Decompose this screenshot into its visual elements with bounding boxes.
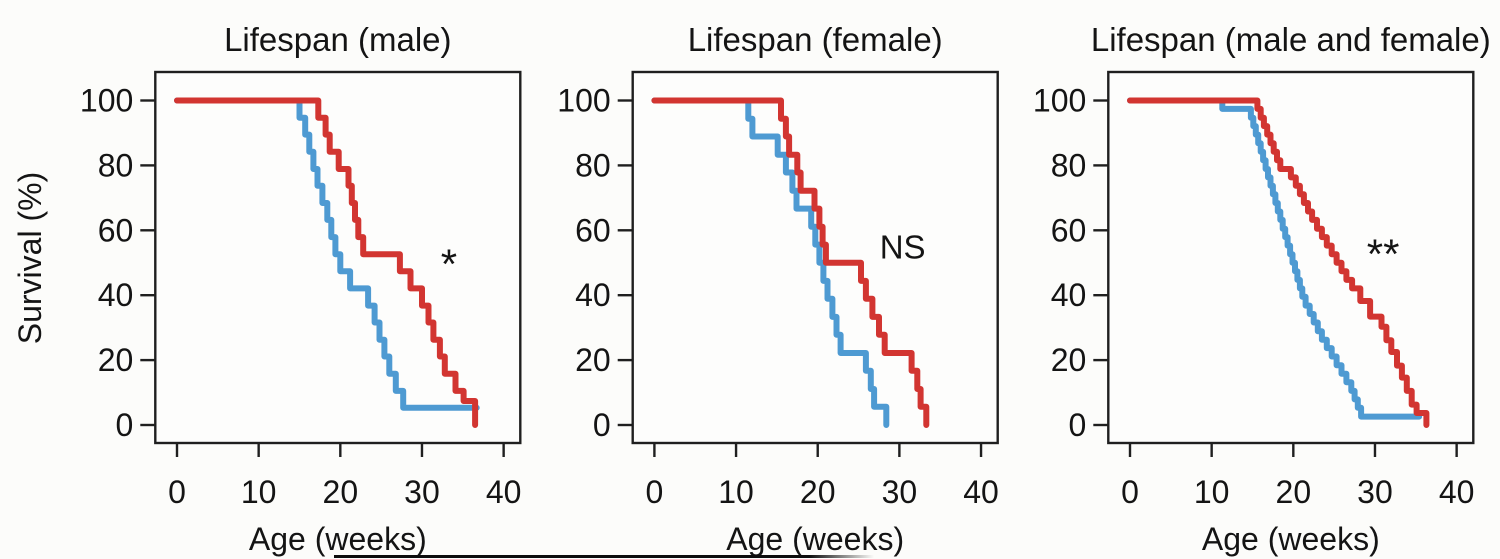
y-tick-label: 60 [98,212,134,248]
blue-survival-curve [651,97,890,428]
y-tick-label: 20 [98,342,134,378]
x-tick-label: 10 [241,474,277,510]
x-tick-label: 20 [323,474,359,510]
x-tick-label: 30 [882,474,918,510]
significance-annotation: NS [880,229,926,266]
x-tick-label: 20 [1276,474,1312,510]
x-tick-label: 20 [800,474,836,510]
y-tick-label: 100 [1033,83,1086,119]
y-tick-label: 80 [575,147,611,183]
x-tick-label: 40 [486,474,522,510]
blue-survival-curve [174,97,480,411]
plot-frame [631,70,999,445]
blue-survival-curve [1127,97,1423,420]
significance-annotation: ** [1367,231,1400,278]
red-survival-curve [174,97,479,428]
x-tick-label: 10 [1194,474,1230,510]
x-tick-label: 30 [404,474,440,510]
red-survival-curve [651,97,930,428]
x-axis-label: Age (weeks) [726,521,904,557]
panel-title: Lifespan (female) [688,21,943,58]
x-tick-label: 40 [963,474,999,510]
y-tick-label: 100 [557,83,610,119]
y-tick-label: 60 [575,212,611,248]
y-tick-label: 20 [575,342,611,378]
x-tick-label: 0 [1121,474,1139,510]
x-tick-label: 0 [646,474,664,510]
panel-title: Lifespan (male and female) [1091,21,1491,58]
y-axis-label: Survival (%) [12,172,48,344]
y-tick-label: 100 [80,83,133,119]
y-tick-label: 60 [1051,212,1087,248]
y-tick-label: 0 [1069,407,1087,443]
y-tick-label: 40 [1051,277,1087,313]
x-tick-label: 10 [718,474,754,510]
y-tick-label: 0 [593,407,611,443]
x-axis-label: Age (weeks) [1202,521,1380,557]
y-tick-label: 80 [1051,147,1087,183]
x-tick-label: 30 [1357,474,1393,510]
bottom-edge-artifact-line [334,555,874,558]
x-tick-label: 40 [1439,474,1475,510]
significance-annotation: * [441,240,457,287]
y-tick-label: 80 [98,147,134,183]
y-tick-label: 0 [116,407,134,443]
x-tick-label: 0 [168,474,186,510]
x-axis-label: Age (weeks) [249,521,427,557]
red-survival-curve [1127,97,1430,428]
y-tick-label: 40 [98,277,134,313]
y-tick-label: 20 [1051,342,1087,378]
panel-title: Lifespan (male) [224,21,451,58]
y-tick-label: 40 [575,277,611,313]
